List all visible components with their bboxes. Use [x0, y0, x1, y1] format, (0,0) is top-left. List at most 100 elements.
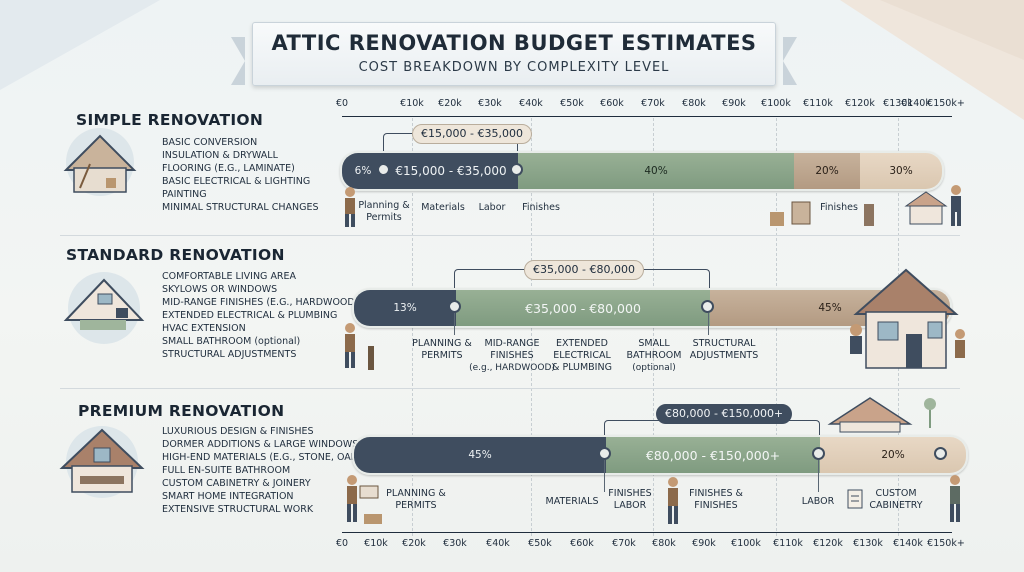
category-text: Finishes & finishes — [689, 488, 743, 511]
category-text: Planning & Permits — [358, 200, 410, 223]
bar-segment-range: €35,000 - €80,000 — [456, 290, 710, 326]
axis-tick: €140k — [893, 538, 923, 549]
feature-item-note: (optional) — [254, 336, 301, 347]
bar-marker — [448, 300, 461, 313]
feature-item: Dormer additions & large windows — [162, 439, 359, 450]
category-text: Planning & Permits — [412, 338, 472, 361]
bar-marker — [598, 447, 611, 460]
bar-segment-planning: 45% — [354, 437, 606, 473]
axis-tick: €110k — [773, 538, 803, 549]
bar-marker — [812, 447, 825, 460]
worker-icon — [950, 475, 960, 522]
category-label: Custom cabinetry — [866, 488, 926, 512]
feature-list-premium: Luxurious design & finishes Dormer addit… — [162, 425, 361, 516]
axis-tick: €80k — [652, 538, 676, 549]
category-text: Structural adjustments — [689, 338, 759, 361]
axis-tick: €110k — [803, 98, 833, 109]
axis-tick: €120k — [845, 98, 875, 109]
axis-tick: €80k — [682, 98, 706, 109]
category-label: Labor — [801, 496, 835, 507]
category-note: (optional) — [632, 363, 676, 373]
category-label: Materials — [421, 202, 465, 213]
category-leader — [708, 313, 709, 335]
category-note: (e.g., HARDWOOD) — [469, 363, 555, 373]
house-worker-icon — [904, 185, 961, 226]
bottom-axis: €0 €10k €20k €30k €40k €50k €60k €70k €8… — [336, 538, 965, 554]
bar-range-label: €15,000 - €35,000 — [395, 164, 507, 178]
category-label: Planning & Permits — [412, 338, 472, 362]
category-text: Extended electrical & plumbing — [552, 338, 612, 373]
worker-blueprint-icon — [347, 475, 382, 524]
bottom-axis-line — [342, 532, 952, 533]
axis-tick: €50k — [560, 98, 584, 109]
category-label: Finishes — [820, 202, 858, 213]
bar-segment-labor: 20% — [794, 153, 860, 189]
category-leader — [818, 460, 819, 492]
axis-tick: €10k — [400, 98, 424, 109]
feature-item: Luxurious design & finishes — [162, 426, 314, 437]
range-pill-simple: €15,000 - €35,000 — [412, 124, 532, 144]
bar-segment-range: €80,000 - €150,000+ — [606, 437, 820, 473]
axis-tick: €60k — [570, 538, 594, 549]
category-label: Structural adjustments — [689, 338, 759, 362]
category-leader — [604, 460, 605, 492]
category-label: Finishes — [522, 202, 560, 213]
bar-marker — [510, 163, 523, 176]
axis-tick: €10k — [364, 538, 388, 549]
category-text: Small bathroom — [626, 338, 682, 361]
page-subtitle: COST BREAKDOWN BY COMPLEXITY LEVEL — [358, 60, 670, 75]
category-label: Labor — [478, 202, 506, 213]
house-icon — [850, 268, 965, 369]
house-roof-icon — [827, 397, 936, 433]
category-text: Finishes labor — [608, 488, 652, 511]
feature-item: High-end materials (e.g., stone, oak) — [162, 452, 361, 463]
feature-list-simple: Basic conversion Insulation & drywall Fl… — [162, 136, 319, 214]
attic-premium-icon — [59, 426, 145, 498]
worker-icon — [345, 323, 374, 370]
feature-item: Extended electrical & plumbing — [162, 310, 338, 321]
axis-tick: €50k — [528, 538, 552, 549]
axis-tick: €0 — [335, 538, 349, 549]
budget-bar-simple: 6% €15,000 - €35,000 40% 20% 30% — [340, 151, 944, 191]
axis-tick: €60k — [600, 98, 624, 109]
bar-segment-materials: 40% — [518, 153, 794, 189]
axis-tick: €100k — [761, 98, 791, 109]
feature-item: Smart home integration — [162, 491, 294, 502]
axis-tick: €140k — [901, 98, 931, 109]
axis-tick: €70k — [641, 98, 665, 109]
budget-bar-premium: 45% €80,000 - €150,000+ 20% — [352, 435, 968, 475]
bar-segment-planning: 13% — [354, 290, 456, 326]
axis-tick: €150k+ — [927, 538, 965, 549]
category-label: Finishes labor — [603, 488, 657, 512]
attic-standard-icon — [63, 272, 145, 344]
feature-item: Small bathroom — [162, 336, 252, 347]
feature-item: Custom cabinetry & joinery — [162, 478, 311, 489]
checklist-icon — [847, 489, 863, 509]
axis-tick: €70k — [612, 538, 636, 549]
feature-item: Insulation & drywall — [162, 150, 278, 161]
axis-tick: €30k — [478, 98, 502, 109]
feature-item: Comfortable living area — [162, 271, 297, 282]
axis-tick: €100k — [731, 538, 761, 549]
category-label: Small bathroom (optional) — [624, 338, 684, 374]
category-text: Planning & Permits — [386, 488, 446, 511]
section-title-simple: SIMPLE RENOVATION — [76, 111, 264, 129]
attic-simple-icon — [63, 128, 137, 196]
feature-item: Full en-suite bathroom — [162, 465, 291, 476]
feature-item: Minimal structural changes — [162, 202, 319, 213]
feature-item: Basic conversion — [162, 137, 258, 148]
axis-tick: €0 — [335, 98, 349, 109]
bar-range-label: €80,000 - €150,000+ — [645, 447, 781, 463]
feature-item: Flooring (e.g., laminate) — [162, 163, 295, 174]
category-label: Finishes & finishes — [685, 488, 747, 512]
axis-tick: €30k — [443, 538, 467, 549]
category-label: Extended electrical & plumbing — [550, 338, 614, 374]
worker-icon — [668, 477, 678, 524]
feature-list-standard: Comfortable living area Skylows or windo… — [162, 270, 358, 361]
axis-tick: €20k — [438, 98, 462, 109]
feature-item: Mid-range finishes (e.g., hardwood) — [162, 297, 359, 308]
category-label: Planning & Permits — [356, 200, 412, 224]
title-banner: ATTIC RENOVATION BUDGET ESTIMATES COST B… — [231, 22, 797, 86]
feature-item: Basic electrical & lighting — [162, 176, 311, 187]
